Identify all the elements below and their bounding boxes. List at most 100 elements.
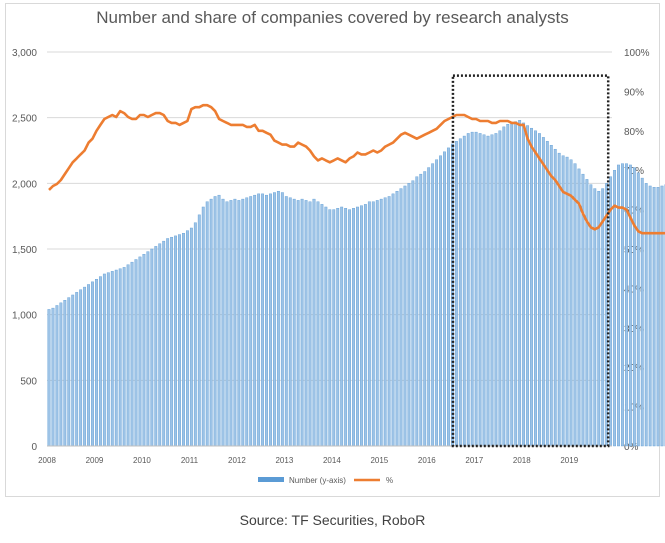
bar (541, 137, 545, 447)
bar (482, 134, 486, 447)
bar (371, 201, 375, 447)
bar (221, 198, 225, 447)
bar (617, 164, 620, 447)
bar (201, 206, 205, 447)
bar (628, 164, 632, 447)
bar (660, 185, 664, 447)
bar (344, 208, 348, 447)
bar (300, 198, 304, 447)
bar (360, 205, 363, 447)
bar (102, 273, 106, 447)
bar (280, 192, 284, 447)
bar (648, 185, 652, 447)
bar (83, 286, 87, 447)
bar (644, 183, 648, 447)
bar (292, 198, 296, 447)
bar (411, 180, 415, 447)
x-tick-label: 2011 (181, 456, 199, 465)
bar (249, 196, 253, 447)
bar (130, 261, 134, 447)
bar (257, 193, 261, 447)
bar (530, 127, 533, 447)
bar (403, 185, 407, 447)
x-tick-label: 2019 (560, 456, 578, 465)
bar (387, 196, 391, 447)
bar (506, 124, 510, 447)
bar (154, 246, 158, 447)
bar (273, 192, 276, 447)
x-tick-label: 2010 (133, 456, 151, 465)
bar (640, 177, 644, 447)
bar (415, 176, 419, 447)
bar (454, 141, 458, 447)
y-tick-label: 500 (20, 376, 37, 387)
bar (106, 272, 110, 447)
legend-label-pct: % (386, 476, 393, 485)
bar (375, 200, 379, 447)
y-tick-label: 3,000 (12, 48, 37, 59)
y-tick-label: 2,000 (12, 179, 37, 190)
bar (363, 204, 367, 447)
x-tick-label: 2018 (513, 456, 531, 465)
x-tick-label: 2009 (86, 456, 104, 465)
bar (510, 122, 514, 447)
x-tick-label: 2016 (418, 456, 436, 465)
y2-tick-label: 80% (624, 127, 644, 138)
bar (110, 271, 114, 447)
bar (379, 198, 383, 447)
x-tick-label: 2008 (38, 456, 56, 465)
chart-title: Number and share of companies covered by… (96, 8, 569, 27)
bar (443, 151, 446, 447)
bar (518, 120, 522, 447)
bar (98, 276, 102, 447)
bar (569, 159, 573, 447)
bar (138, 256, 142, 447)
bar (577, 168, 581, 447)
bar (601, 188, 605, 447)
chart-svg: 05001,0001,5002,0002,5003,0000%10%20%30%… (12, 48, 665, 485)
bar (605, 183, 609, 447)
bar (79, 289, 83, 447)
bar (197, 214, 201, 447)
bar (431, 163, 435, 447)
bar (229, 200, 233, 447)
bar (217, 194, 221, 447)
bar (553, 148, 557, 447)
series-line-pct (48, 103, 665, 235)
bar (189, 227, 193, 447)
bar (652, 187, 656, 447)
bar (439, 155, 442, 447)
y-tick-label: 2,500 (12, 114, 37, 125)
bar (122, 267, 126, 447)
bar (561, 155, 565, 447)
bar (265, 194, 268, 447)
bar (391, 193, 395, 447)
bar (478, 133, 482, 447)
bar (142, 254, 146, 447)
bar (296, 200, 300, 447)
bar (75, 292, 79, 447)
bar (328, 209, 332, 447)
bar (593, 188, 597, 447)
bar (284, 196, 288, 447)
bar (55, 305, 59, 447)
bar (419, 173, 423, 447)
bar (356, 206, 359, 447)
bar (134, 259, 138, 447)
bar (178, 234, 181, 447)
bar (245, 197, 249, 447)
bar (170, 236, 174, 447)
bar (470, 131, 474, 447)
bar (47, 309, 51, 447)
bar (613, 169, 616, 447)
legend-swatch-number (258, 477, 284, 482)
bar (324, 206, 328, 447)
bar (367, 201, 371, 447)
bar (383, 197, 387, 447)
bar (352, 208, 355, 447)
y2-tick-label: 100% (624, 48, 650, 59)
bar (573, 163, 577, 447)
bar (253, 194, 257, 447)
bar (51, 307, 55, 447)
